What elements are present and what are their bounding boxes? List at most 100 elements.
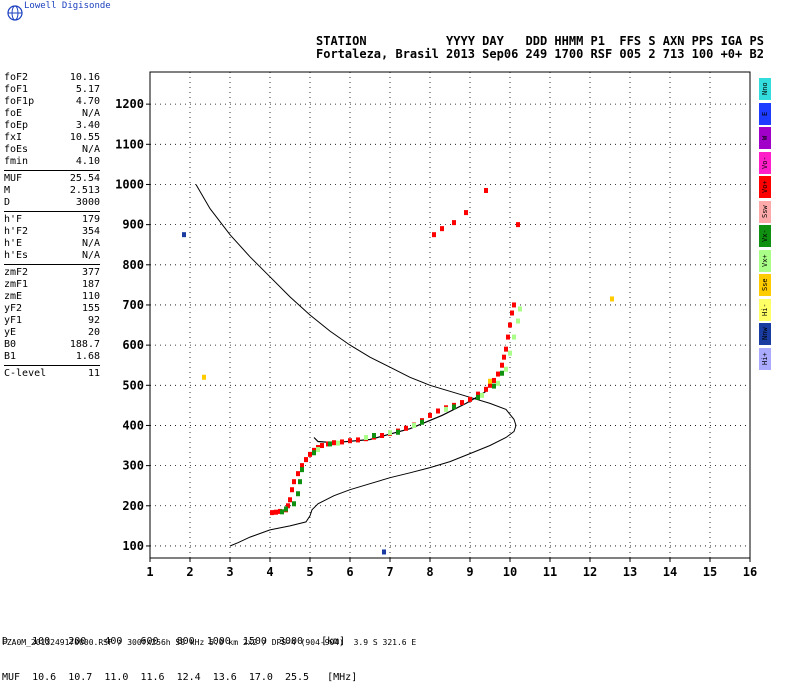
- param-name: yF1: [4, 315, 23, 326]
- x-tick-label: 4: [266, 565, 273, 579]
- param-row: zmF2 377: [4, 267, 100, 279]
- echo-point: [308, 451, 312, 457]
- param-value: N/A: [81, 144, 100, 155]
- echo-point: [292, 501, 296, 507]
- echo-point: [504, 366, 508, 372]
- param-name: foF1: [4, 84, 29, 95]
- plot-frame: [149, 71, 751, 559]
- legend-item-vo: Vo-: [759, 151, 771, 174]
- digisonde-globe-icon: [6, 4, 24, 22]
- param-row: M 2.513: [4, 185, 100, 197]
- echo-point: [510, 310, 514, 316]
- echo-point: [484, 386, 488, 392]
- param-separator: [4, 365, 100, 366]
- legend-item-nno: Nno: [759, 78, 771, 100]
- param-row: fxI 10.55: [4, 132, 100, 144]
- echo-point: [320, 443, 324, 449]
- param-row: B1 1.68: [4, 351, 100, 363]
- echo-point: [328, 441, 332, 447]
- legend-item-sse: Sse: [759, 274, 771, 296]
- param-name: MUF: [4, 173, 23, 184]
- x-tick-label: 5: [306, 565, 313, 579]
- muf-table: D 100 200 400 600 800 1000 1500 3000 [km…: [2, 612, 357, 696]
- x-tick-label: 2: [186, 565, 193, 579]
- param-value: 1.68: [75, 351, 100, 362]
- param-value: 20: [87, 327, 100, 338]
- echo-point: [304, 457, 308, 463]
- echo-point: [270, 510, 274, 516]
- param-value: 11: [87, 368, 100, 379]
- param-name: D: [4, 197, 11, 208]
- y-tick-label: 600: [122, 338, 144, 352]
- echo-point: [182, 232, 186, 238]
- param-row: D 3000: [4, 197, 100, 209]
- x-tick-label: 10: [503, 565, 517, 579]
- param-row: foF1p 4.70: [4, 96, 100, 108]
- param-row: h'E N/A: [4, 238, 100, 250]
- legend-item-hi: Hi-: [759, 298, 771, 321]
- param-name: foEp: [4, 120, 29, 131]
- param-name: h'F: [4, 214, 23, 225]
- echo-point: [312, 450, 316, 456]
- legend-item-vx: Vx+: [759, 249, 771, 272]
- param-row: h'F2 354: [4, 226, 100, 238]
- param-value: 3.40: [75, 120, 100, 131]
- echo-point: [476, 394, 480, 400]
- echo-point: [502, 354, 506, 360]
- param-name: foF2: [4, 72, 29, 83]
- echo-point: [432, 232, 436, 238]
- param-row: zmE 110: [4, 291, 100, 303]
- x-tick-label: 9: [466, 565, 473, 579]
- x-tick-label: 14: [663, 565, 677, 579]
- echo-point: [372, 432, 376, 438]
- polarization-legend: Nno E W Vo- Vo+ Ssw Vx- Vx+ Sse Hi- Nnw Hi+: [759, 78, 771, 372]
- echo-point: [296, 491, 300, 497]
- param-value: 10.55: [69, 132, 100, 143]
- param-value: 3000: [75, 197, 100, 208]
- echo-point: [300, 467, 304, 473]
- echo-point: [296, 471, 300, 477]
- file-info: FZA0M_2013249170000.RSF / 300fx256h 50 k…: [2, 638, 417, 647]
- y-tick-label: 200: [122, 499, 144, 513]
- echo-point: [512, 302, 516, 308]
- param-name: h'F2: [4, 226, 29, 237]
- x-tick-label: 16: [743, 565, 757, 579]
- legend-item-ssw: Ssw: [759, 200, 771, 223]
- echo-point: [380, 432, 384, 438]
- header-values: Fortaleza, Brasil 2013 Sep06 249 1700 RS…: [316, 47, 764, 61]
- echo-point: [516, 318, 520, 324]
- echo-point: [508, 322, 512, 328]
- y-tick-label: 800: [122, 258, 144, 272]
- echo-point: [512, 334, 516, 340]
- x-tick-label: 11: [543, 565, 557, 579]
- param-name: B1: [4, 351, 17, 362]
- echo-point: [504, 346, 508, 352]
- param-name: foEs: [4, 144, 29, 155]
- param-row: h'Es N/A: [4, 250, 100, 262]
- header-columns: STATION YYYY DAY DDD HHMM P1 FFS S AXN P…: [316, 34, 764, 48]
- legend-item-nnw: Nnw: [759, 323, 771, 345]
- echo-point: [468, 396, 472, 402]
- param-row: yE 20: [4, 327, 100, 339]
- param-row: foE N/A: [4, 108, 100, 120]
- echo-point: [440, 226, 444, 232]
- echo-point: [412, 422, 416, 428]
- param-separator: [4, 264, 100, 265]
- param-name: B0: [4, 339, 17, 350]
- param-value: 354: [81, 226, 100, 237]
- echo-point: [396, 429, 400, 435]
- param-row: C-level 11: [4, 368, 100, 380]
- echo-point: [274, 509, 278, 515]
- param-row: h'F 179: [4, 214, 100, 226]
- y-tick-label: 1200: [115, 97, 144, 111]
- legend-item-e: E: [759, 102, 771, 125]
- echo-point: [484, 187, 488, 193]
- y-tick-label: 300: [122, 459, 144, 473]
- echo-point: [476, 391, 480, 397]
- param-value: 10.16: [69, 72, 100, 83]
- x-tick-label: 7: [386, 565, 393, 579]
- echo-point: [290, 487, 294, 493]
- param-name: fmin: [4, 156, 29, 167]
- echo-point: [316, 447, 320, 453]
- muf-frequency-row: MUF 10.6 10.7 11.0 11.6 12.4 13.6 17.0 2…: [2, 672, 358, 683]
